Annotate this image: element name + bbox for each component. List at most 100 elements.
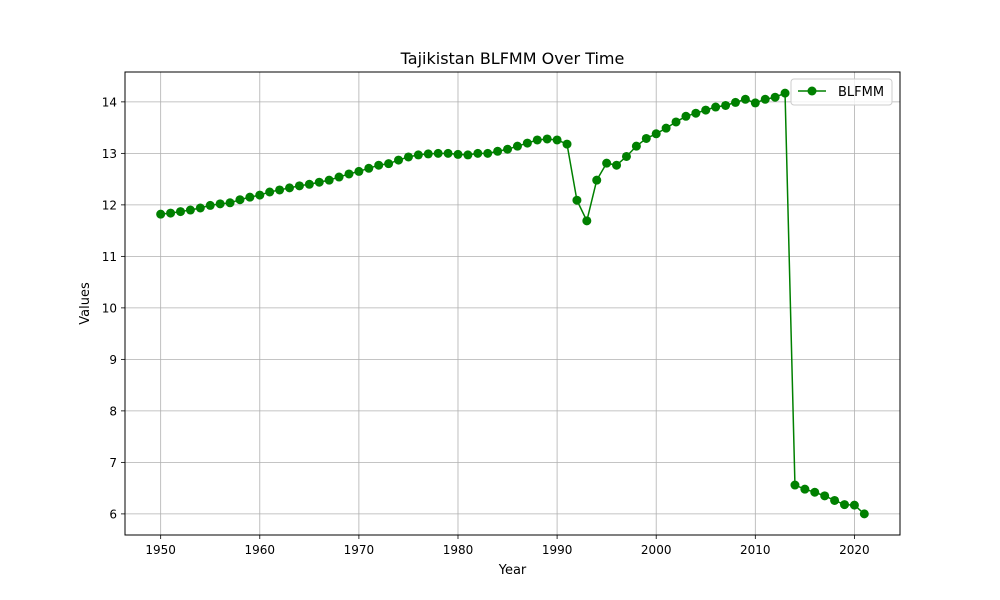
data-point [344, 169, 354, 179]
data-point [176, 207, 185, 217]
data-point [374, 160, 384, 170]
data-point [423, 149, 433, 159]
x-tick-label: 2000 [641, 543, 672, 557]
data-point [760, 94, 770, 104]
data-point [840, 500, 849, 510]
y-tick-label: 11 [102, 250, 117, 264]
data-point [859, 509, 869, 519]
data-point [621, 151, 631, 161]
data-point [800, 484, 810, 494]
data-point [503, 144, 513, 154]
data-point [810, 487, 820, 497]
data-point [572, 195, 582, 205]
data-point [522, 138, 532, 148]
legend-label: BLFMM [838, 85, 884, 100]
data-point [661, 123, 671, 133]
y-tick-label: 7 [109, 456, 117, 470]
data-point [463, 150, 473, 160]
data-point [354, 166, 364, 176]
data-point [790, 480, 800, 490]
data-point [245, 192, 255, 202]
x-tick-label: 2020 [839, 543, 870, 557]
data-point [185, 205, 195, 215]
x-tick-label: 2010 [740, 543, 771, 557]
data-point [473, 148, 483, 158]
data-point [265, 187, 275, 197]
chart-title: Tajikistan BLFMM Over Time [400, 49, 625, 68]
data-point [205, 200, 215, 210]
data-point [483, 148, 493, 158]
data-point [780, 88, 790, 98]
data-point [740, 94, 750, 104]
data-point [235, 195, 245, 205]
data-point [641, 133, 651, 143]
data-point [701, 105, 711, 115]
data-point [512, 141, 522, 151]
data-point [651, 129, 661, 139]
data-point [830, 495, 840, 505]
x-tick-label: 1950 [145, 543, 176, 557]
y-axis-label: Values [78, 282, 93, 325]
y-tick-label: 13 [102, 147, 117, 161]
data-point [294, 181, 304, 191]
data-point [671, 117, 681, 127]
data-point [582, 216, 592, 226]
data-point [691, 108, 701, 118]
data-point [532, 135, 542, 145]
y-tick-label: 10 [102, 301, 117, 315]
data-point [225, 198, 235, 208]
y-tick-label: 12 [102, 198, 117, 212]
data-point [195, 203, 205, 213]
y-tick-label: 6 [109, 507, 117, 521]
data-point [552, 135, 562, 145]
data-point [602, 158, 612, 168]
x-tick-label: 1970 [344, 543, 375, 557]
data-point [453, 149, 463, 159]
data-point [750, 98, 760, 108]
legend-box [790, 78, 893, 106]
x-tick-label: 1990 [542, 543, 573, 557]
data-point [255, 190, 265, 200]
data-point [156, 209, 166, 219]
data-point [592, 175, 602, 185]
data-point [612, 160, 622, 170]
y-tick-label: 8 [109, 404, 117, 418]
data-point [413, 150, 423, 160]
data-point [215, 199, 225, 209]
data-point [443, 148, 453, 158]
data-point [820, 491, 830, 501]
x-tick-label: 1960 [245, 543, 276, 557]
y-tick-label: 9 [109, 353, 117, 367]
grid-lines [125, 72, 900, 535]
data-point [324, 175, 334, 185]
data-point [542, 134, 552, 144]
series-layer [156, 88, 869, 519]
data-point [433, 148, 443, 158]
x-axis-label: Year [498, 563, 527, 578]
x-tick-label: 1980 [443, 543, 474, 557]
data-point [711, 102, 721, 112]
data-point [314, 177, 324, 187]
data-point [364, 163, 374, 173]
data-point [562, 139, 572, 149]
legend-marker-sample [807, 86, 817, 96]
data-point [334, 172, 344, 182]
data-point [493, 146, 503, 156]
x-axis-ticks: 1950 1960 1970 1980 1990 2000 2010 2020 [145, 535, 870, 557]
data-point [285, 183, 295, 193]
plot-frame [124, 71, 901, 536]
data-point [304, 179, 314, 189]
y-tick-label: 14 [102, 95, 117, 109]
data-point [275, 185, 285, 195]
data-point [166, 208, 176, 218]
legend: BLFMM [790, 78, 893, 106]
y-axis-ticks: 6 7 8 9 10 11 12 13 14 [102, 95, 125, 521]
data-point [730, 97, 740, 107]
data-point [384, 159, 394, 169]
data-point [394, 155, 404, 165]
data-point [721, 100, 731, 110]
data-point [403, 152, 413, 162]
data-point [849, 500, 859, 510]
data-point [631, 141, 641, 151]
